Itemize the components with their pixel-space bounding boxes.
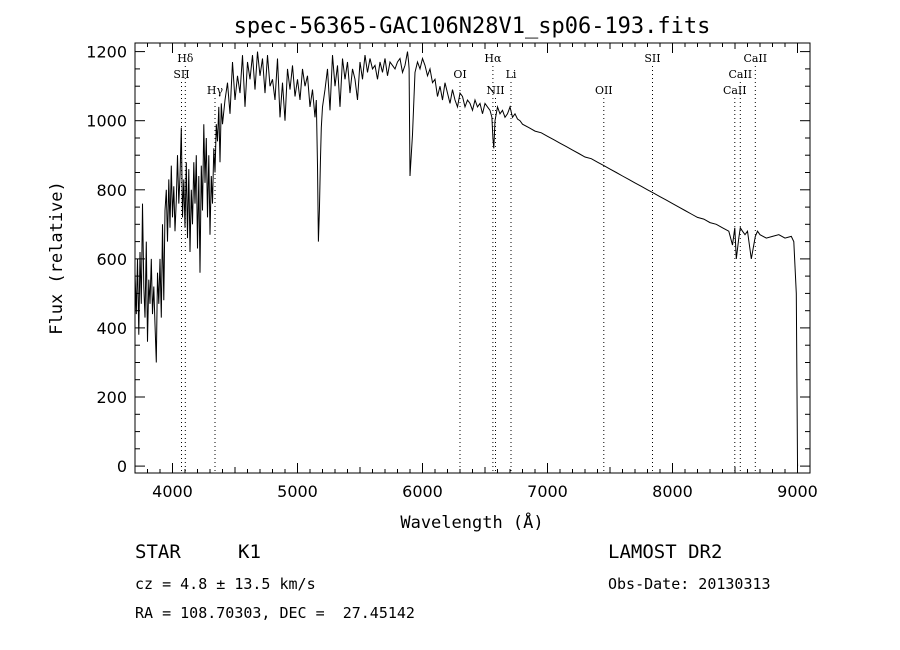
y-tick-label: 400	[96, 319, 127, 338]
line-label: Hγ	[207, 84, 224, 97]
y-tick-label: 0	[117, 457, 127, 476]
line-label: SII	[644, 52, 660, 65]
line-label: OI	[453, 68, 466, 81]
survey-name: LAMOST DR2	[608, 541, 723, 563]
redshift-velocity: cz = 4.8 ± 13.5 km/s	[135, 575, 316, 593]
line-label: SII	[173, 68, 189, 81]
line-label: Hδ	[177, 52, 194, 65]
y-tick-label: 600	[96, 250, 127, 269]
spectrum-line	[134, 51, 799, 467]
object-subclass: K1	[238, 541, 261, 563]
line-label: NII	[486, 84, 504, 97]
chart-title: spec-56365-GAC106N28V1_sp06-193.fits	[234, 14, 711, 39]
x-tick-label: 7000	[527, 482, 568, 501]
plot-frame	[134, 42, 811, 474]
line-label: CaII	[723, 84, 747, 97]
y-axis: 0 200 400 600 800 1000 1200	[86, 43, 810, 476]
object-class: STAR	[135, 541, 181, 563]
x-axis: 4000 5000 6000 7000 8000 9000	[147, 43, 818, 501]
x-tick-label: 5000	[277, 482, 318, 501]
line-label: Li	[506, 68, 517, 81]
x-tick-label: 9000	[777, 482, 818, 501]
line-label: OII	[595, 84, 613, 97]
x-axis-title: Wavelength (Å)	[400, 511, 543, 533]
x-tick-label: 6000	[402, 482, 443, 501]
x-tick-label: 4000	[152, 482, 193, 501]
coordinates: RA = 108.70303, DEC = 27.45142	[135, 604, 415, 622]
x-tick-label: 8000	[652, 482, 693, 501]
line-label: Hα	[484, 52, 502, 65]
y-tick-label: 1200	[86, 43, 127, 62]
y-tick-label: 800	[96, 181, 127, 200]
observation-date: Obs-Date: 20130313	[608, 575, 771, 593]
y-tick-label: 200	[96, 388, 127, 407]
y-axis-title: Flux (relative)	[47, 181, 67, 335]
line-label: CaII	[743, 52, 767, 65]
line-label: CaII	[728, 68, 752, 81]
y-tick-label: 1000	[86, 112, 127, 131]
